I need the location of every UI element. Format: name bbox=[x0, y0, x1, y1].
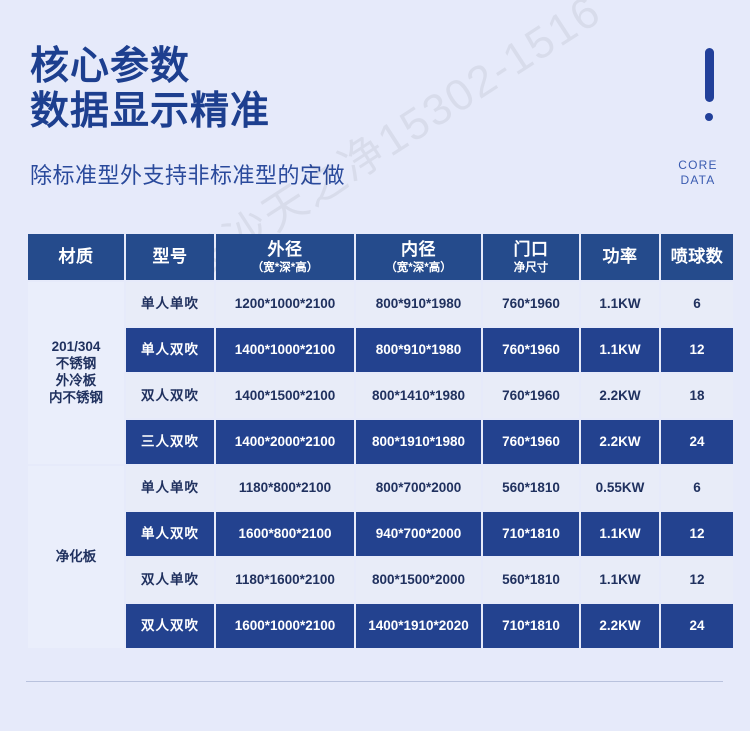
cell-model: 双人单吹 bbox=[126, 558, 214, 602]
spec-table-head: 材质 型号 外径 （宽*深*高） 内径 （宽*深*高） 门口 bbox=[28, 234, 733, 280]
table-row: 单人双吹 1400*1000*2100 800*910*1980 760*196… bbox=[28, 328, 733, 372]
cell-nozzles: 18 bbox=[661, 374, 733, 418]
cell-power: 2.2KW bbox=[581, 604, 659, 648]
exclamation-dot-icon bbox=[705, 113, 713, 121]
col-header-door: 门口 净尺寸 bbox=[483, 234, 579, 280]
cell-inner: 800*1500*2000 bbox=[356, 558, 481, 602]
table-row: 单人双吹 1600*800*2100 940*700*2000 710*1810… bbox=[28, 512, 733, 556]
core-data-label: CORE DATA bbox=[668, 158, 728, 188]
table-row: 双人双吹 1600*1000*2100 1400*1910*2020 710*1… bbox=[28, 604, 733, 648]
hero-header: 核心参数 数据显示精准 除标准型外支持非标准型的定做 CORE DATA bbox=[0, 0, 750, 222]
material-cell-group-1: 201/304 不锈钢 外冷板 内不锈钢 bbox=[28, 282, 124, 464]
cell-nozzles: 24 bbox=[661, 420, 733, 464]
cell-power: 2.2KW bbox=[581, 374, 659, 418]
cell-power: 1.1KW bbox=[581, 558, 659, 602]
col-header-material-main: 材质 bbox=[58, 247, 94, 267]
cell-inner: 800*700*2000 bbox=[356, 466, 481, 510]
cell-outer: 1400*2000*2100 bbox=[216, 420, 354, 464]
cell-inner: 940*700*2000 bbox=[356, 512, 481, 556]
col-header-power-main: 功率 bbox=[602, 247, 638, 267]
cell-door: 710*1810 bbox=[483, 604, 579, 648]
cell-door: 710*1810 bbox=[483, 512, 579, 556]
core-data-line1: CORE bbox=[678, 158, 718, 172]
header-row: 材质 型号 外径 （宽*深*高） 内径 （宽*深*高） 门口 bbox=[28, 234, 733, 280]
col-header-power: 功率 bbox=[581, 234, 659, 280]
cell-outer: 1600*1000*2100 bbox=[216, 604, 354, 648]
cell-model: 双人双吹 bbox=[126, 374, 214, 418]
col-header-outer-dim: 外径 （宽*深*高） bbox=[216, 234, 354, 280]
page-title-line2: 数据显示精准 bbox=[30, 90, 271, 133]
cell-door: 560*1810 bbox=[483, 466, 579, 510]
material-cell-group-2: 净化板 bbox=[28, 466, 124, 648]
page-subtitle: 除标准型外支持非标准型的定做 bbox=[30, 163, 346, 188]
table-row: 201/304 不锈钢 外冷板 内不锈钢 单人单吹 1200*1000*2100… bbox=[28, 282, 733, 464]
material-line4: 内不锈钢 bbox=[49, 389, 103, 405]
cell-nozzles: 6 bbox=[661, 282, 733, 326]
col-header-outer-dim-main: 外径 bbox=[267, 239, 303, 259]
table-row: 净化板 单人单吹 1180*800*2100 800*700*2000 560*… bbox=[28, 466, 733, 648]
spec-table-body: 201/304 不锈钢 外冷板 内不锈钢 单人单吹 1200*1000*2100… bbox=[28, 282, 733, 648]
exclamation-bar-icon bbox=[704, 48, 714, 102]
col-header-nozzles-main: 喷球数 bbox=[670, 247, 724, 267]
cell-outer: 1400*1500*2100 bbox=[216, 374, 354, 418]
cell-door: 760*1960 bbox=[483, 282, 579, 326]
material-line1: 201/304 bbox=[51, 339, 101, 355]
cell-inner: 800*910*1980 bbox=[356, 282, 481, 326]
cell-nozzles: 12 bbox=[661, 558, 733, 602]
cell-nozzles: 12 bbox=[661, 512, 733, 556]
spec-table: 材质 型号 外径 （宽*深*高） 内径 （宽*深*高） 门口 bbox=[26, 232, 735, 650]
cell-power: 2.2KW bbox=[581, 420, 659, 464]
cell-inner: 800*1910*1980 bbox=[356, 420, 481, 464]
table-row: 双人单吹 1180*1600*2100 800*1500*2000 560*18… bbox=[28, 558, 733, 602]
cell-inner: 800*1410*1980 bbox=[356, 374, 481, 418]
cell-outer: 1180*800*2100 bbox=[216, 466, 354, 510]
col-header-inner-dim-main: 内径 bbox=[401, 239, 436, 259]
cell-model: 双人双吹 bbox=[126, 604, 214, 648]
cell-inner: 1400*1910*2020 bbox=[356, 604, 481, 648]
cell-inner: 800*910*1980 bbox=[356, 328, 481, 372]
cell-outer: 1200*1000*2100 bbox=[216, 282, 354, 326]
cell-power: 0.55KW bbox=[581, 466, 659, 510]
cell-door: 560*1810 bbox=[483, 558, 579, 602]
cell-outer: 1400*1000*2100 bbox=[216, 328, 354, 372]
cell-model: 单人双吹 bbox=[126, 328, 214, 372]
cell-model: 单人单吹 bbox=[126, 466, 214, 510]
cell-model: 三人双吹 bbox=[126, 420, 214, 464]
material-line3: 外冷板 bbox=[55, 373, 97, 388]
cell-nozzles: 12 bbox=[661, 328, 733, 372]
core-data-line2: DATA bbox=[680, 173, 716, 187]
cell-door: 760*1960 bbox=[483, 328, 579, 372]
cell-door: 760*1960 bbox=[483, 420, 579, 464]
page-title: 核心参数 数据显示精准 bbox=[30, 44, 270, 134]
col-header-material: 材质 bbox=[28, 234, 124, 280]
col-header-inner-dim: 内径 （宽*深*高） bbox=[356, 234, 481, 280]
cell-power: 1.1KW bbox=[581, 512, 659, 556]
cell-power: 1.1KW bbox=[581, 282, 659, 326]
material-line1: 净化板 bbox=[55, 548, 97, 564]
col-header-nozzles: 喷球数 bbox=[661, 234, 733, 280]
cell-outer: 1180*1600*2100 bbox=[216, 558, 354, 602]
page-title-line1: 核心参数 bbox=[30, 45, 191, 88]
cell-outer: 1600*800*2100 bbox=[216, 512, 354, 556]
table-row: 三人双吹 1400*2000*2100 800*1910*1980 760*19… bbox=[28, 420, 733, 464]
cell-nozzles: 6 bbox=[661, 466, 733, 510]
spec-table-wrapper: 材质 型号 外径 （宽*深*高） 内径 （宽*深*高） 门口 bbox=[26, 232, 733, 650]
cell-power: 1.1KW bbox=[581, 328, 659, 372]
exclamation-icon bbox=[702, 48, 716, 121]
col-header-model-main: 型号 bbox=[152, 247, 188, 267]
col-header-door-main: 门口 bbox=[513, 239, 549, 259]
material-line2: 不锈钢 bbox=[55, 356, 97, 372]
table-row: 双人双吹 1400*1500*2100 800*1410*1980 760*19… bbox=[28, 374, 733, 418]
col-header-door-sub: 净尺寸 bbox=[513, 261, 549, 274]
col-header-model: 型号 bbox=[126, 234, 214, 280]
table-bottom-rule bbox=[26, 681, 723, 682]
cell-door: 760*1960 bbox=[483, 374, 579, 418]
cell-model: 单人双吹 bbox=[126, 512, 214, 556]
cell-model: 单人单吹 bbox=[126, 282, 214, 326]
col-header-outer-dim-sub: （宽*深*高） bbox=[251, 261, 319, 274]
cell-nozzles: 24 bbox=[661, 604, 733, 648]
col-header-inner-dim-sub: （宽*深*高） bbox=[385, 261, 452, 274]
